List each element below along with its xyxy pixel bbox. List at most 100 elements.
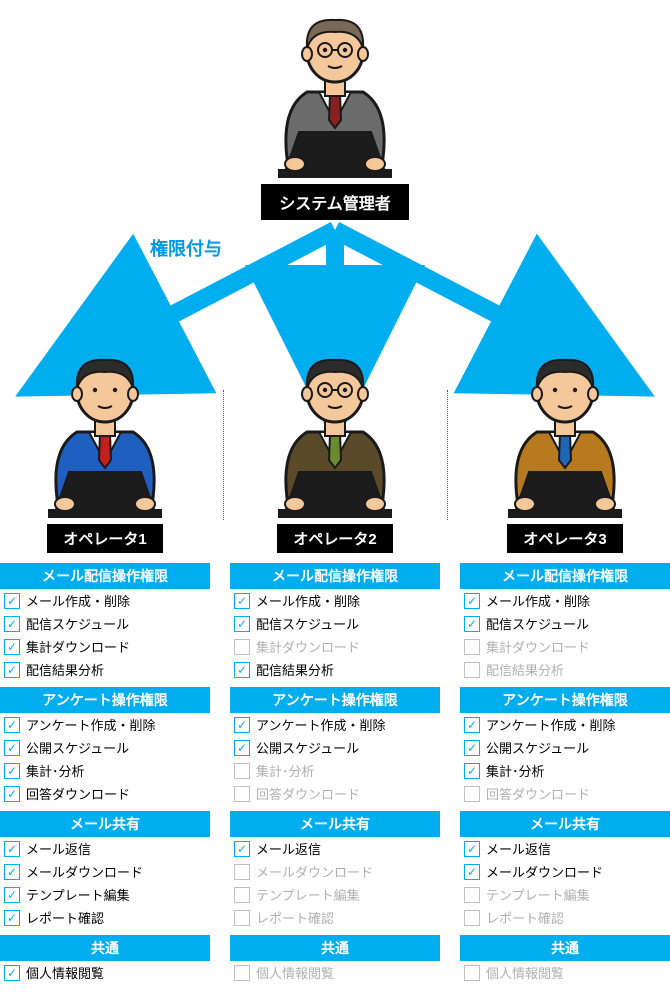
checkbox-icon[interactable] xyxy=(464,910,480,926)
checkbox-icon[interactable]: ✓ xyxy=(4,662,20,678)
checkbox-icon[interactable]: ✓ xyxy=(464,593,480,609)
operator-label: オペレータ2 xyxy=(277,524,392,553)
admin-label: システム管理者 xyxy=(261,184,409,220)
permission-label: 配信スケジュール xyxy=(486,614,589,633)
permission-label: 個人情報閲覧 xyxy=(26,963,104,982)
operator-illustration xyxy=(20,358,190,518)
checkbox-icon[interactable]: ✓ xyxy=(4,763,20,779)
admin-node: システム管理者 xyxy=(250,8,420,220)
section-header: メール配信操作権限 xyxy=(230,563,440,589)
checkbox-icon[interactable]: ✓ xyxy=(4,887,20,903)
checkbox-icon[interactable] xyxy=(234,786,250,802)
checkbox-icon[interactable] xyxy=(464,639,480,655)
section-header: アンケート操作権限 xyxy=(460,687,670,713)
checkbox-icon[interactable]: ✓ xyxy=(464,841,480,857)
checkbox-icon[interactable] xyxy=(464,662,480,678)
section-header: 共通 xyxy=(460,935,670,961)
checkbox-icon[interactable] xyxy=(234,910,250,926)
diagram-canvas: システム管理者 権限付与 オペレータ1メール配信操作権限✓メール作成・削除✓配信… xyxy=(0,0,670,995)
checkbox-icon[interactable] xyxy=(464,887,480,903)
permission-label: アンケート作成・削除 xyxy=(26,715,155,734)
permission-label: メール返信 xyxy=(26,839,91,858)
permission-row: ✓メールダウンロード xyxy=(460,860,670,883)
checkbox-icon[interactable] xyxy=(464,965,480,981)
checkbox-icon[interactable]: ✓ xyxy=(4,864,20,880)
checkbox-icon[interactable] xyxy=(234,763,250,779)
permission-row: テンプレート編集 xyxy=(230,883,440,906)
permission-list: メール配信操作権限✓メール作成・削除✓配信スケジュール集計ダウンロード✓配信結果… xyxy=(230,563,440,984)
checkbox-icon[interactable]: ✓ xyxy=(464,740,480,756)
permission-row: ✓配信スケジュール xyxy=(0,612,210,635)
checkbox-icon[interactable] xyxy=(234,864,250,880)
checkbox-icon[interactable]: ✓ xyxy=(4,786,20,802)
permission-row: ✓メール作成・削除 xyxy=(460,589,670,612)
section-header: アンケート操作権限 xyxy=(0,687,210,713)
permission-label: アンケート作成・削除 xyxy=(256,715,385,734)
checkbox-icon[interactable]: ✓ xyxy=(4,910,20,926)
operator-illustration xyxy=(480,358,650,518)
operator-label: オペレータ1 xyxy=(47,524,162,553)
operator-column: オペレータ3メール配信操作権限✓メール作成・削除✓配信スケジュール集計ダウンロー… xyxy=(460,358,670,984)
permission-row: ✓ テンプレート編集 xyxy=(0,883,210,906)
grant-label: 権限付与 xyxy=(150,235,222,261)
checkbox-icon[interactable]: ✓ xyxy=(4,841,20,857)
permission-row: テンプレート編集 xyxy=(460,883,670,906)
operator-illustration xyxy=(250,358,420,518)
checkbox-icon[interactable]: ✓ xyxy=(464,616,480,632)
permission-label: 集計･分析 xyxy=(26,761,85,780)
checkbox-icon[interactable]: ✓ xyxy=(464,763,480,779)
checkbox-icon[interactable]: ✓ xyxy=(234,740,250,756)
checkbox-icon[interactable]: ✓ xyxy=(464,717,480,733)
checkbox-icon[interactable]: ✓ xyxy=(234,717,250,733)
permission-row: メールダウンロード xyxy=(230,860,440,883)
permission-row: ✓ 公開スケジュール xyxy=(460,736,670,759)
section-header: メール共有 xyxy=(0,811,210,837)
permission-label: 公開スケジュール xyxy=(256,738,359,757)
checkbox-icon[interactable]: ✓ xyxy=(4,740,20,756)
permission-label: テンプレート編集 xyxy=(256,885,360,904)
permission-label: 集計ダウンロード xyxy=(486,637,590,656)
permission-row: レポート確認 xyxy=(460,906,670,929)
permission-row: 回答ダウンロード xyxy=(230,782,440,805)
permission-row: ✓公開スケジュール xyxy=(0,736,210,759)
permission-row: ✓メール作成・削除 xyxy=(0,589,210,612)
permission-label: 公開スケジュール xyxy=(486,738,589,757)
section-header: 共通 xyxy=(0,935,210,961)
section-header: 共通 xyxy=(230,935,440,961)
checkbox-icon[interactable]: ✓ xyxy=(234,616,250,632)
permission-label: レポート確認 xyxy=(256,908,334,927)
checkbox-icon[interactable]: ✓ xyxy=(4,639,20,655)
checkbox-icon[interactable]: ✓ xyxy=(4,965,20,981)
checkbox-icon[interactable]: ✓ xyxy=(234,593,250,609)
checkbox-icon[interactable] xyxy=(464,786,480,802)
permission-row: レポート確認 xyxy=(230,906,440,929)
permission-label: 配信結果分析 xyxy=(486,660,564,679)
permission-label: メール作成・削除 xyxy=(256,591,360,610)
checkbox-icon[interactable]: ✓ xyxy=(4,616,20,632)
section-header: アンケート操作権限 xyxy=(230,687,440,713)
permission-label: メール返信 xyxy=(486,839,551,858)
permission-label: 個人情報閲覧 xyxy=(486,963,564,982)
permission-label: 集計･分析 xyxy=(256,761,315,780)
checkbox-icon[interactable]: ✓ xyxy=(464,864,480,880)
permission-row: ✓ 集計･分析 xyxy=(460,759,670,782)
section-header: メール共有 xyxy=(230,811,440,837)
checkbox-icon[interactable]: ✓ xyxy=(4,593,20,609)
permission-row: ✓配信結果分析 xyxy=(230,658,440,681)
permission-label: 集計ダウンロード xyxy=(26,637,130,656)
permission-label: 配信結果分析 xyxy=(26,660,104,679)
permission-row: ✓ 配信スケジュール xyxy=(460,612,670,635)
permission-row: ✓メール返信 xyxy=(230,837,440,860)
checkbox-icon[interactable] xyxy=(234,639,250,655)
permission-row: 集計ダウンロード xyxy=(460,635,670,658)
checkbox-icon[interactable] xyxy=(234,965,250,981)
checkbox-icon[interactable]: ✓ xyxy=(4,717,20,733)
permission-row: 配信結果分析 xyxy=(460,658,670,681)
permission-label: 集計･分析 xyxy=(486,761,545,780)
section-header: メール配信操作権限 xyxy=(0,563,210,589)
checkbox-icon[interactable]: ✓ xyxy=(234,662,250,678)
checkbox-icon[interactable]: ✓ xyxy=(234,841,250,857)
checkbox-icon[interactable] xyxy=(234,887,250,903)
permission-label: 個人情報閲覧 xyxy=(256,963,334,982)
permission-label: テンプレート編集 xyxy=(26,885,130,904)
